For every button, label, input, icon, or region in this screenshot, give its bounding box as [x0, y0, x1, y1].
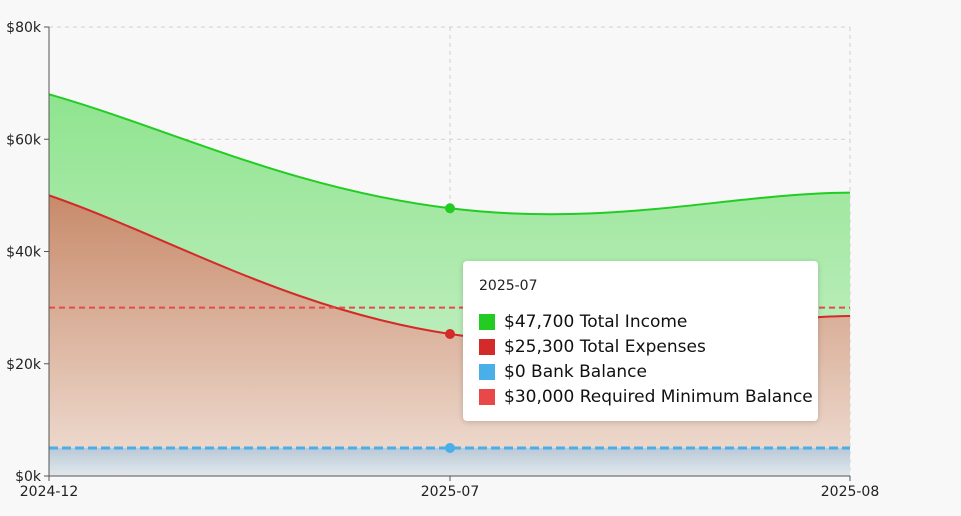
tooltip-row-bank: $0 Bank Balance — [479, 359, 802, 384]
tooltip-bank-text: $0 Bank Balance — [504, 361, 647, 382]
y-tick-label: $60k — [6, 132, 42, 148]
tooltip-expenses-text: $25,300 Total Expenses — [504, 336, 706, 357]
x-tick-label: 2025-07 — [421, 484, 480, 500]
tooltip-minimum-text: $30,000 Required Minimum Balance — [504, 386, 813, 407]
expenses-swatch — [479, 338, 495, 355]
minimum-swatch — [479, 388, 495, 405]
expenses-point — [445, 329, 455, 340]
axes: $0k $20k $40k $60k $80k 2024-12 2025-07 2025-08 — [6, 20, 879, 500]
y-tick-label: $20k — [6, 357, 42, 373]
hover-points — [445, 203, 455, 453]
y-tick-label: $0k — [15, 469, 42, 485]
tooltip-income-text: $47,700 Total Income — [504, 311, 688, 332]
x-tick-label: 2024-12 — [20, 484, 79, 500]
y-tick-label: $40k — [6, 245, 42, 261]
tooltip-row-income: $47,700 Total Income — [479, 309, 802, 334]
chart-tooltip: 2025-07 $47,700 Total Income $25,300 Tot… — [463, 261, 818, 421]
bank-swatch — [479, 363, 495, 380]
income-point — [445, 203, 455, 214]
bank-balance-point — [445, 442, 455, 453]
income-swatch — [479, 313, 495, 330]
tooltip-row-minimum: $30,000 Required Minimum Balance — [479, 384, 813, 409]
tooltip-title: 2025-07 — [479, 278, 538, 294]
x-tick-label: 2025-08 — [821, 484, 880, 500]
y-tick-label: $80k — [6, 20, 42, 36]
tooltip-row-expenses: $25,300 Total Expenses — [479, 334, 802, 359]
